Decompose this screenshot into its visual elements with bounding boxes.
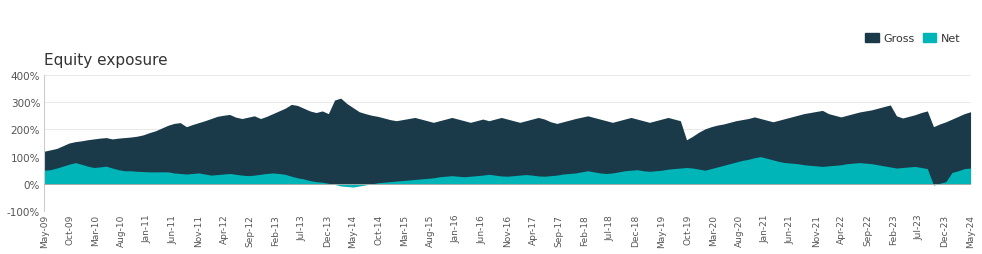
Legend: Gross, Net: Gross, Net xyxy=(861,30,965,49)
Text: Equity exposure: Equity exposure xyxy=(44,53,168,68)
